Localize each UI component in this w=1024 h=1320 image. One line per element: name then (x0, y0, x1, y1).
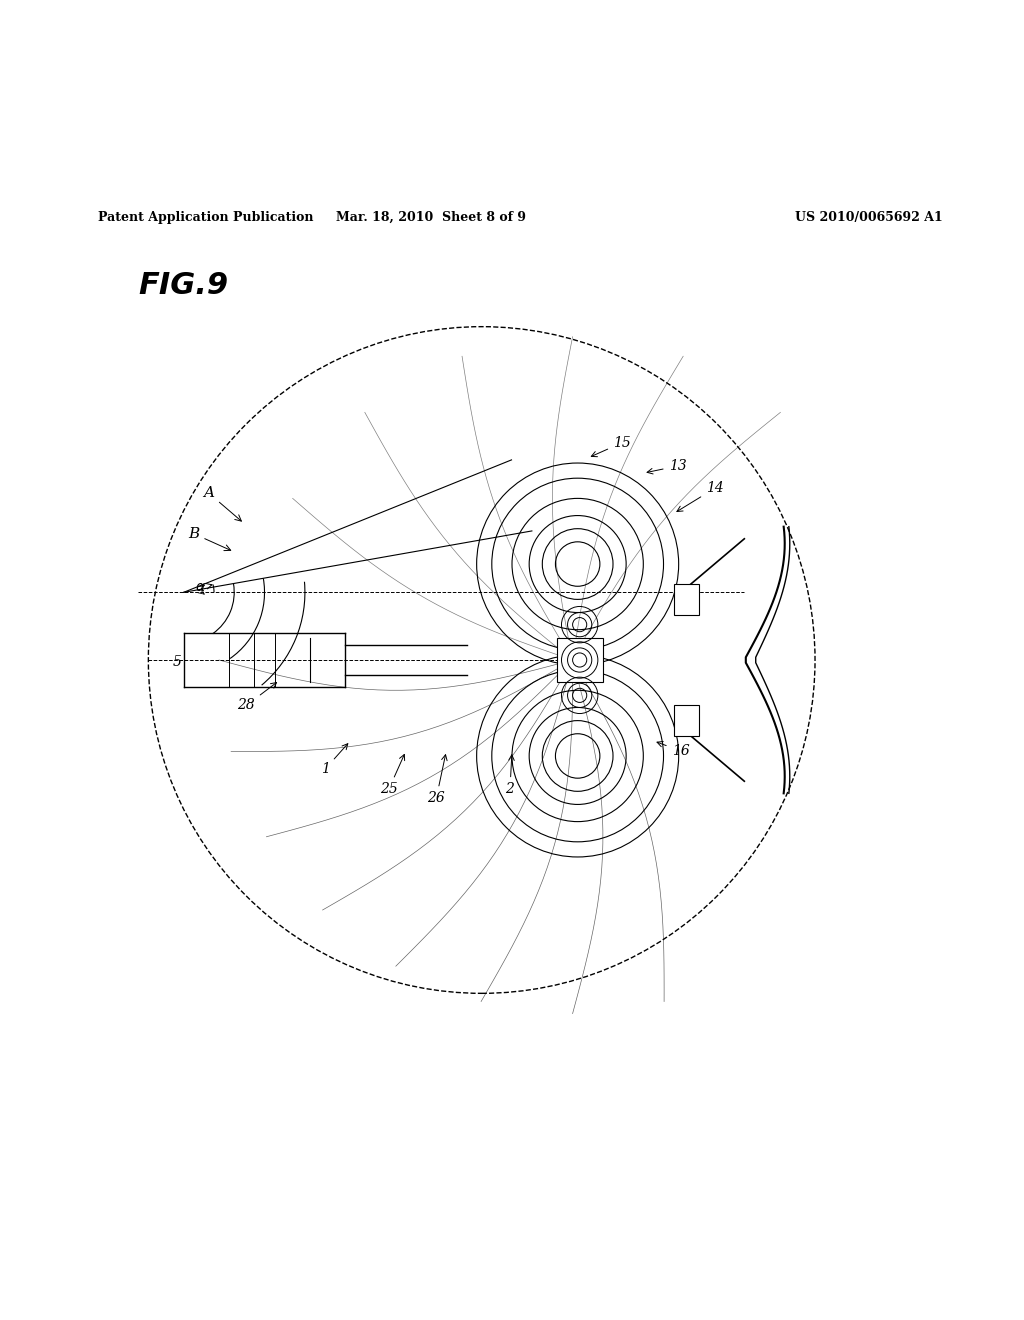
Text: Patent Application Publication: Patent Application Publication (98, 210, 313, 223)
Bar (557, 638, 603, 682)
Text: 15: 15 (591, 436, 631, 457)
Bar (674, 705, 698, 735)
Text: 16: 16 (657, 742, 689, 758)
Text: US 2010/0065692 A1: US 2010/0065692 A1 (795, 210, 942, 223)
Text: 14: 14 (677, 482, 724, 512)
Text: 5: 5 (172, 655, 181, 669)
Text: B: B (188, 527, 230, 550)
Text: $\alpha$: $\alpha$ (196, 581, 207, 594)
Text: 28: 28 (238, 682, 276, 713)
Text: Mar. 18, 2010  Sheet 8 of 9: Mar. 18, 2010 Sheet 8 of 9 (336, 210, 526, 223)
Text: 2: 2 (506, 755, 514, 796)
Text: A: A (204, 486, 242, 521)
Text: 1: 1 (321, 743, 348, 776)
Text: 25: 25 (380, 755, 404, 796)
Text: 13: 13 (647, 459, 686, 474)
Text: FIG.9: FIG.9 (138, 271, 228, 300)
Text: 26: 26 (427, 755, 447, 805)
Bar (674, 585, 698, 615)
